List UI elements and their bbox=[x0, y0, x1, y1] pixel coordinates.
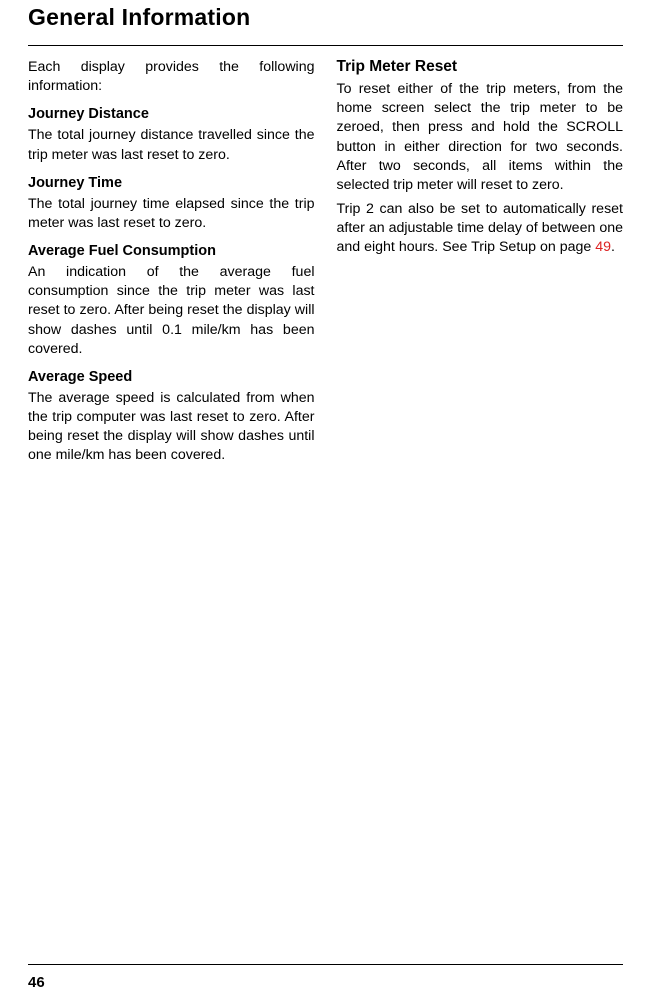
avg-speed-body: The average speed is calculated from whe… bbox=[28, 389, 315, 466]
trip-meter-reset-heading: Trip Meter Reset bbox=[337, 58, 624, 76]
page-title: General Information bbox=[28, 0, 623, 45]
avg-fuel-body: An indication of the average fuel consum… bbox=[28, 263, 315, 359]
left-column: Each display provides the following info… bbox=[28, 58, 315, 476]
journey-distance-body: The total journey distance travelled sin… bbox=[28, 126, 315, 164]
trip-reset-p1: To reset either of the trip meters, from… bbox=[337, 80, 624, 195]
content-columns: Each display provides the following info… bbox=[28, 58, 623, 476]
intro-paragraph: Each display provides the following info… bbox=[28, 58, 315, 96]
page-number: 46 bbox=[28, 974, 45, 991]
bottom-rule bbox=[28, 964, 623, 965]
trip-reset-p2: Trip 2 can also be set to automatically … bbox=[337, 200, 624, 258]
journey-distance-heading: Journey Distance bbox=[28, 106, 315, 122]
top-rule bbox=[28, 45, 623, 46]
trip-reset-p2a: Trip 2 can also be set to automatically … bbox=[337, 201, 624, 255]
page-ref-49: 49 bbox=[595, 239, 611, 255]
journey-time-body: The total journey time elapsed since the… bbox=[28, 195, 315, 233]
trip-reset-p2b: . bbox=[611, 239, 615, 255]
journey-time-heading: Journey Time bbox=[28, 175, 315, 191]
avg-speed-heading: Average Speed bbox=[28, 369, 315, 385]
right-column: Trip Meter Reset To reset either of the … bbox=[337, 58, 624, 476]
avg-fuel-heading: Average Fuel Consumption bbox=[28, 243, 315, 259]
